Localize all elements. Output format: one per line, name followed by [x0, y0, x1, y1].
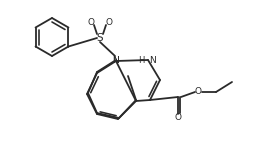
Text: H: H	[139, 55, 145, 65]
Text: O: O	[88, 18, 95, 26]
Text: O: O	[105, 18, 112, 26]
Text: O: O	[195, 87, 202, 97]
Text: N: N	[149, 55, 156, 65]
Text: S: S	[97, 33, 103, 43]
Text: N: N	[113, 55, 119, 65]
Text: N: N	[113, 55, 119, 65]
Text: O: O	[175, 113, 182, 122]
